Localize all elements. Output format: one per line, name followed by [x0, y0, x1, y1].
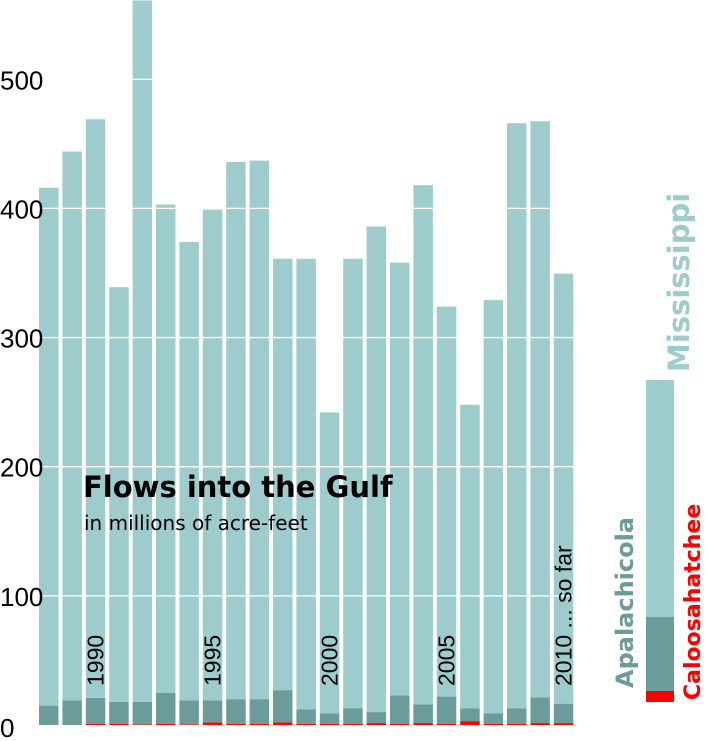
bar-apalachicola-1992: [132, 701, 153, 725]
y-tick-300: 300: [0, 324, 43, 354]
bar-apalachicola-1996: [226, 699, 246, 724]
bar-mississippi-2007: [483, 300, 504, 714]
bar-apalachicola-2001: [343, 708, 363, 724]
bar-caloosahatchee-2007: [483, 723, 504, 725]
bar-caloosahatchee-1996: [226, 723, 246, 725]
bar-caloosahatchee-1993: [156, 723, 176, 725]
bar-mississippi-1990: [85, 119, 106, 698]
bar-caloosahatchee-2010: [553, 723, 574, 725]
bar-caloosahatchee-2004: [413, 723, 433, 725]
bar-caloosahatchee-1992: [132, 724, 153, 725]
category-label-1990: 1990: [83, 635, 109, 686]
bar-apalachicola-2000: [319, 713, 340, 724]
bar-mississippi-2003: [390, 262, 410, 696]
legend: Mississippi Apalachicola Caloosahatchee: [611, 193, 706, 702]
bar-apalachicola-2002: [366, 712, 387, 724]
bar-mississippi-1998: [273, 258, 293, 691]
y-tick-100: 100: [0, 582, 43, 612]
bar-mississippi-1996: [226, 161, 246, 700]
bar-caloosahatchee-2008: [507, 723, 527, 725]
bar-apalachicola-2010: [553, 703, 574, 724]
bar-mississippi-1993: [156, 204, 176, 693]
category-labels: 1990 1995 2000 2005 2010 ... so far: [83, 545, 577, 686]
bar-mississippi-1989: [62, 151, 82, 701]
bar-caloosahatchee-2005: [436, 723, 457, 725]
bar-apalachicola-2005: [436, 696, 457, 724]
bar-apalachicola-2009: [530, 697, 550, 724]
bar-apalachicola-2004: [413, 704, 433, 724]
bar-apalachicola-2008: [507, 708, 527, 724]
bar-mississippi-1997: [249, 160, 270, 700]
category-label-2010: 2010 ... so far: [551, 545, 577, 686]
bar-apalachicola-1989: [62, 700, 82, 725]
bar-apalachicola-1993: [156, 692, 176, 724]
y-tick-400: 400: [0, 194, 43, 224]
legend-swatch-caloosahatchee: [646, 691, 674, 702]
bar-mississippi-2000: [319, 412, 340, 714]
bar-caloosahatchee-1994: [179, 724, 199, 725]
bar-mississippi-1988: [39, 187, 59, 706]
bar-caloosahatchee-2001: [343, 723, 363, 725]
bar-apalachicola-2003: [390, 695, 410, 724]
legend-label-mississippi: Mississippi: [662, 193, 696, 372]
category-label-2000: 2000: [317, 635, 343, 686]
bar-apalachicola-1998: [273, 690, 293, 723]
bar-apalachicola-1999: [296, 709, 316, 724]
bar-apalachicola-1994: [179, 700, 199, 725]
bar-caloosahatchee-1991: [109, 723, 129, 725]
bar-apalachicola-1990: [85, 697, 106, 724]
bar-mississippi-1999: [296, 258, 316, 710]
bar-apalachicola-2006: [460, 708, 480, 722]
bar-caloosahatchee-1995: [202, 722, 223, 725]
bar-caloosahatchee-1998: [273, 722, 293, 725]
y-tick-0: 0: [0, 713, 14, 741]
bar-mississippi-2008: [507, 123, 527, 709]
bar-caloosahatchee-1990: [85, 723, 106, 725]
bar-mississippi-1995: [202, 209, 223, 701]
legend-label-caloosahatchee: Caloosahatchee: [681, 504, 706, 700]
bar-caloosahatchee-1997: [249, 723, 270, 725]
legend-label-apalachicola: Apalachicola: [611, 517, 639, 688]
category-label-2005: 2005: [434, 635, 460, 686]
bar-mississippi-2005: [436, 306, 457, 697]
bar-apalachicola-2007: [483, 713, 504, 724]
bar-apalachicola-1991: [109, 701, 129, 724]
bars: [39, 0, 578, 725]
y-axis-ticks: 0 100 200 300 400 500: [0, 65, 43, 741]
bar-apalachicola-1995: [202, 700, 223, 723]
bar-mississippi-1992: [132, 0, 153, 702]
bar-mississippi-1991: [109, 287, 129, 702]
bar-caloosahatchee-1999: [296, 723, 316, 725]
bar-mississippi-2006: [460, 404, 480, 709]
bar-caloosahatchee-2002: [366, 723, 387, 725]
y-tick-500: 500: [0, 65, 43, 95]
bar-caloosahatchee-2006: [460, 721, 480, 725]
legend-swatch-apalachicola: [646, 617, 674, 691]
bar-mississippi-2009: [530, 121, 550, 698]
chart-title: Flows into the Gulf: [83, 470, 393, 504]
bar-apalachicola-1997: [249, 699, 270, 724]
bar-mississippi-2004: [413, 185, 433, 705]
bar-caloosahatchee-2000: [319, 723, 340, 725]
legend-swatch-mississippi: [646, 380, 674, 617]
bar-apalachicola-1988: [39, 705, 59, 725]
category-label-1995: 1995: [200, 635, 226, 686]
bar-caloosahatchee-2003: [390, 723, 410, 725]
y-tick-200: 200: [0, 453, 43, 483]
bar-mississippi-2002: [366, 226, 387, 713]
chart-subtitle: in millions of acre-feet: [84, 511, 308, 535]
bar-caloosahatchee-2009: [530, 723, 550, 725]
bar-mississippi-1994: [179, 241, 199, 701]
